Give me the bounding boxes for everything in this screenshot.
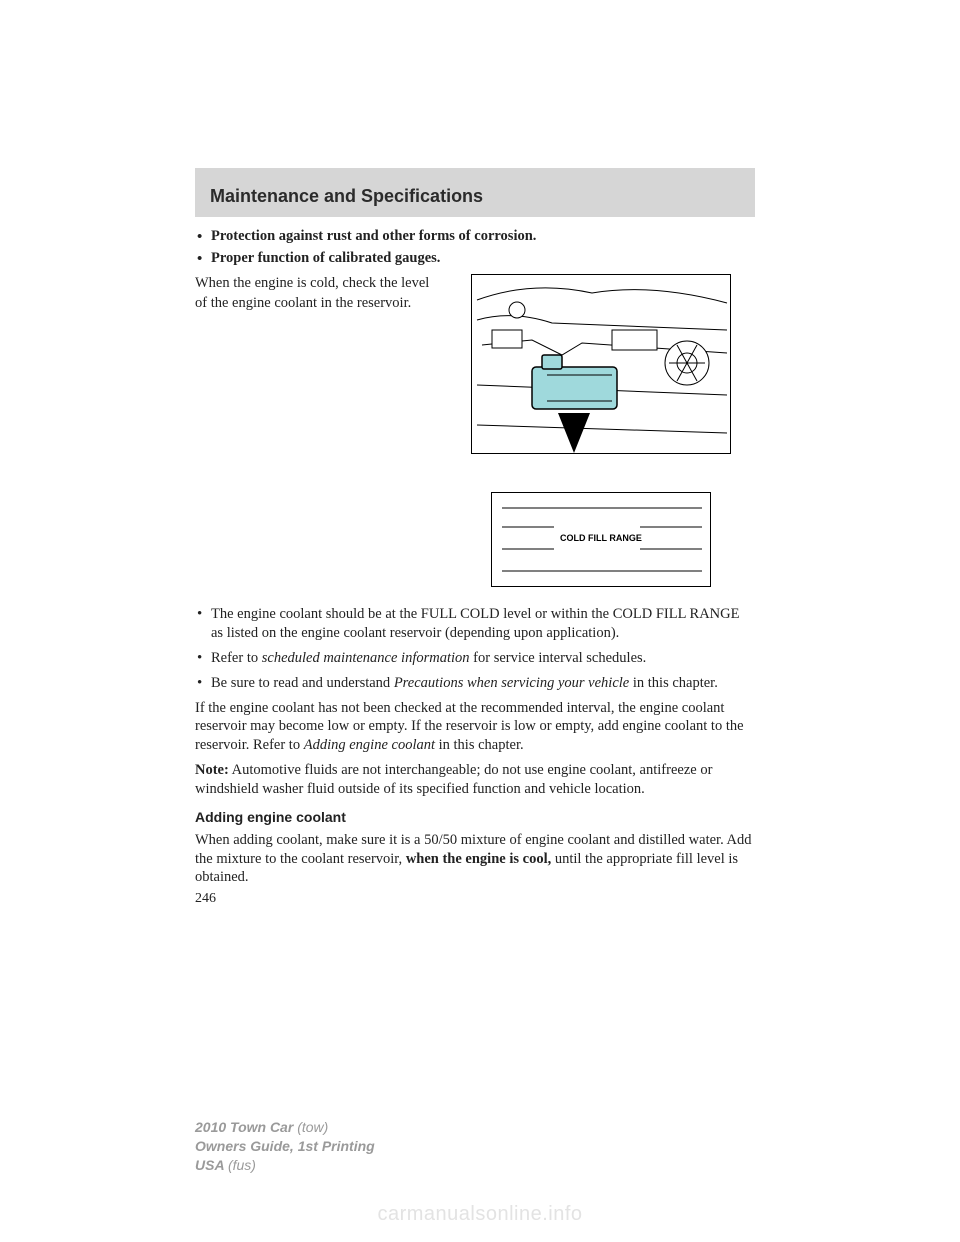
- section-header: Maintenance and Specifications: [195, 168, 755, 217]
- page-number: 246: [195, 891, 755, 907]
- engine-svg: [472, 275, 731, 454]
- page: Maintenance and Specifications Protectio…: [0, 0, 960, 1242]
- italic-text: scheduled maintenance information: [262, 650, 470, 666]
- cfr-label: COLD FILL RANGE: [560, 533, 642, 543]
- intro-row: When the engine is cold, check the level…: [195, 274, 755, 587]
- footer-code: (fus): [228, 1157, 256, 1173]
- footer-model: 2010 Town Car: [195, 1119, 297, 1135]
- bold-text: when the engine is cool,: [406, 851, 551, 867]
- bullet-item: Protection against rust and other forms …: [195, 227, 755, 247]
- bullet-item: Refer to scheduled maintenance informati…: [195, 649, 755, 668]
- footer-code: (tow): [297, 1119, 328, 1135]
- note-paragraph: Note: Automotive fluids are not intercha…: [195, 761, 755, 799]
- bullet-item: The engine coolant should be at the FULL…: [195, 605, 755, 643]
- reservoir-svg: COLD FILL RANGE: [492, 493, 712, 588]
- italic-text: Precautions when servicing your vehicle: [394, 675, 629, 691]
- content-area: Maintenance and Specifications Protectio…: [195, 168, 755, 907]
- paragraph: If the engine coolant has not been check…: [195, 699, 755, 756]
- intro-paragraph: When the engine is cold, check the level…: [195, 274, 435, 587]
- note-label: Note:: [195, 762, 229, 778]
- diagram-column: COLD FILL RANGE: [447, 274, 755, 587]
- text: for service interval schedules.: [470, 650, 647, 666]
- footer-line-2: Owners Guide, 1st Printing: [195, 1137, 375, 1156]
- top-bullet-list: Protection against rust and other forms …: [195, 227, 755, 268]
- footer-region: USA: [195, 1157, 228, 1173]
- italic-text: Adding engine coolant: [304, 737, 435, 753]
- bullet-item: Proper function of calibrated gauges.: [195, 249, 755, 269]
- bullet-item: Be sure to read and understand Precautio…: [195, 674, 755, 693]
- footer-line-1: 2010 Town Car (tow): [195, 1118, 375, 1137]
- paragraph: When adding coolant, make sure it is a 5…: [195, 831, 755, 888]
- text: in this chapter.: [629, 675, 718, 691]
- footer-line-3: USA (fus): [195, 1156, 375, 1175]
- subhead: Adding engine coolant: [195, 809, 755, 825]
- text: in this chapter.: [435, 737, 524, 753]
- text: Be sure to read and understand: [211, 675, 394, 691]
- footer: 2010 Town Car (tow) Owners Guide, 1st Pr…: [195, 1118, 375, 1175]
- reservoir-closeup: COLD FILL RANGE: [491, 492, 711, 587]
- watermark: carmanualsonline.info: [0, 1203, 960, 1226]
- text: Refer to: [211, 650, 262, 666]
- engine-diagram: [471, 274, 731, 454]
- text: Automotive fluids are not interchangeabl…: [195, 762, 712, 797]
- body-bullet-list: The engine coolant should be at the FULL…: [195, 605, 755, 692]
